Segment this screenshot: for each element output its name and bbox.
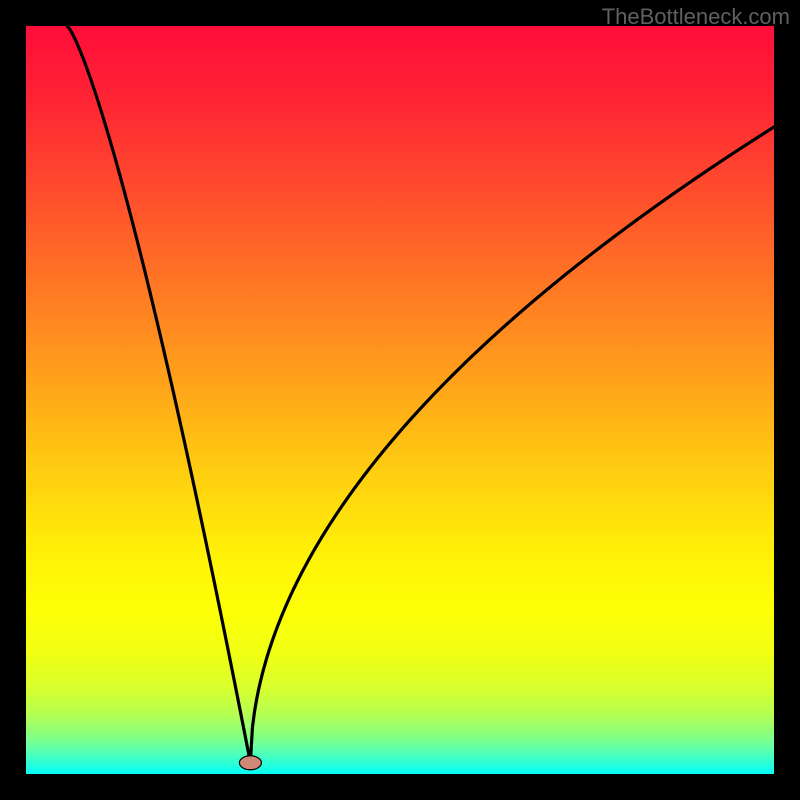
watermark-text: TheBottleneck.com: [602, 4, 790, 30]
plot-area: [26, 26, 774, 774]
curve-layer: [26, 26, 774, 774]
bottleneck-curve: [67, 26, 774, 763]
vertex-marker: [239, 756, 261, 770]
